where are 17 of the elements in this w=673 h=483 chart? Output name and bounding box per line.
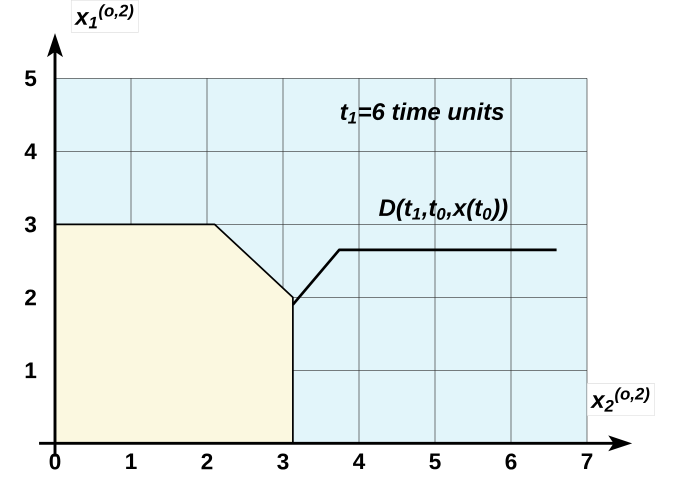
y-axis-title: x$_{1}$(o,2) [74, 4, 134, 28]
x-tick-label: 0 [50, 453, 60, 470]
y-tick-label: 3 [24, 216, 36, 232]
y-tick-label: 1 [26, 362, 36, 378]
annotation: t$_{1}$=6 time units [340, 102, 504, 124]
x-tick-label: 6 [506, 453, 516, 470]
x-axis-title: x$_{2}$(o,2) [590, 387, 650, 412]
x-tick-label: 7 [582, 453, 592, 469]
y-tick-label: 4 [24, 143, 37, 159]
x-tick-label: 1 [126, 453, 137, 469]
y-tick-label: 2 [25, 289, 36, 306]
x-tick-label: 5 [429, 453, 441, 470]
y-tick-label: 5 [24, 70, 36, 86]
annotation: D(t$_{1}$,t$_{0}$,x(t$_{0}$)) [379, 198, 508, 221]
x-tick-label: 2 [202, 453, 212, 470]
x-tick-label: 4 [353, 453, 366, 469]
x-tick-label: 3 [277, 453, 288, 470]
